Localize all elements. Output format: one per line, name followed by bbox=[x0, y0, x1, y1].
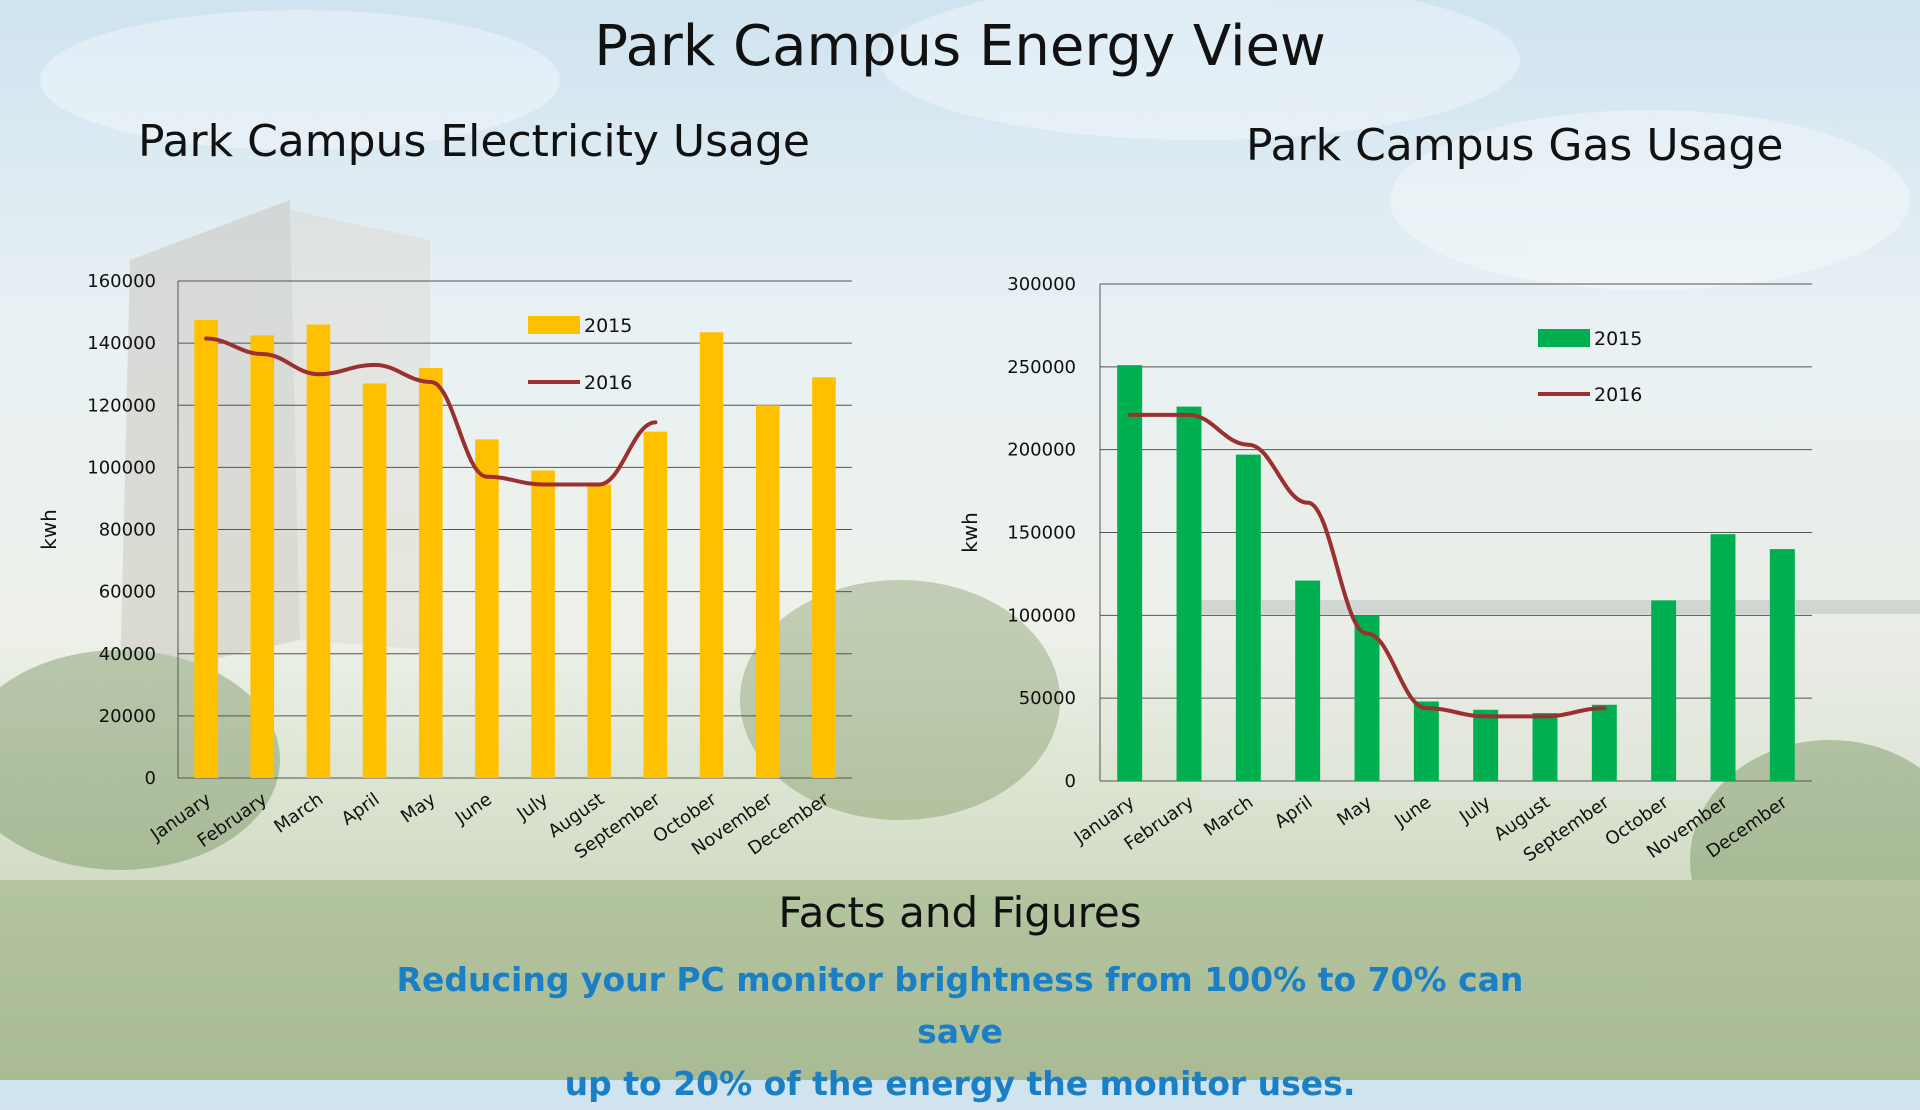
facts-line-1: Reducing your PC monitor brightness from… bbox=[396, 960, 1524, 1051]
bar-2015 bbox=[643, 431, 668, 778]
x-tick-label: March bbox=[1200, 792, 1257, 841]
y-tick-label: 120000 bbox=[87, 395, 156, 416]
y-axis-label: kwh bbox=[958, 512, 982, 553]
y-tick-label: 20000 bbox=[99, 706, 156, 727]
bar-2015 bbox=[250, 335, 275, 778]
bar-2015 bbox=[1532, 713, 1558, 781]
bar-2015 bbox=[1710, 534, 1736, 781]
bar-2015 bbox=[1473, 709, 1499, 781]
bar-2015 bbox=[1235, 454, 1261, 781]
y-tick-label: 200000 bbox=[1007, 440, 1076, 461]
y-tick-label: 40000 bbox=[99, 644, 156, 665]
bar-2015 bbox=[475, 439, 499, 778]
legend-label-2016: 2016 bbox=[1594, 384, 1642, 406]
y-tick-label: 100000 bbox=[87, 457, 156, 478]
legend-label-2015: 2015 bbox=[584, 315, 632, 337]
y-tick-label: 150000 bbox=[1007, 523, 1076, 544]
y-tick-label: 300000 bbox=[1007, 274, 1076, 295]
y-tick-label: 140000 bbox=[87, 333, 156, 354]
bar-2015 bbox=[306, 324, 331, 778]
y-tick-label: 80000 bbox=[99, 520, 156, 541]
y-tick-label: 160000 bbox=[87, 271, 156, 292]
x-tick-label: July bbox=[1455, 792, 1495, 829]
gas-chart-title: Park Campus Gas Usage bbox=[1246, 120, 1784, 171]
electricity-chart: 0 20000 40000 60000 80000 100000 120000 140000 1… bbox=[37, 271, 852, 863]
x-tick-label: May bbox=[1333, 792, 1376, 831]
legend-swatch-2015 bbox=[1538, 329, 1590, 347]
facts-text: Reducing your PC monitor brightness from… bbox=[360, 954, 1560, 1110]
legend-label-2016: 2016 bbox=[584, 372, 632, 394]
bar-2015 bbox=[1176, 406, 1202, 781]
bar-2015 bbox=[1651, 600, 1677, 781]
line-2016 bbox=[1127, 412, 1607, 719]
legend-swatch-2015 bbox=[528, 316, 580, 334]
y-tick-label: 250000 bbox=[1007, 357, 1076, 378]
page-title: Park Campus Energy View bbox=[594, 14, 1326, 79]
bar-2015 bbox=[1354, 615, 1380, 781]
bar-2015 bbox=[531, 470, 555, 778]
bar-2015 bbox=[418, 367, 443, 778]
line-2016 bbox=[204, 336, 658, 487]
y-tick-label: 0 bbox=[145, 768, 156, 789]
y-tick-label: 100000 bbox=[1007, 605, 1076, 626]
x-tick-label: June bbox=[1390, 792, 1435, 832]
gas-chart: 0 50000 100000 150000 200000 250000 300000 kwh J… bbox=[958, 274, 1812, 866]
bar-2015 bbox=[362, 383, 387, 778]
bar-2015 bbox=[194, 319, 218, 778]
bar-2015 bbox=[1117, 365, 1143, 781]
facts-line-2: up to 20% of the energy the monitor uses… bbox=[564, 1064, 1356, 1103]
bar-2015 bbox=[1591, 704, 1617, 781]
y-tick-label: 50000 bbox=[1019, 688, 1076, 709]
facts-heading: Facts and Figures bbox=[778, 888, 1142, 937]
y-tick-label: 60000 bbox=[99, 582, 156, 603]
x-tick-label: April bbox=[1271, 792, 1317, 833]
bar-2015 bbox=[1769, 549, 1795, 781]
electricity-chart-title: Park Campus Electricity Usage bbox=[138, 116, 810, 167]
bar-2015 bbox=[699, 332, 724, 778]
bar-2015 bbox=[1295, 580, 1321, 781]
y-axis-label: kwh bbox=[37, 509, 61, 550]
bar-2015 bbox=[587, 484, 612, 778]
bar-2015 bbox=[812, 377, 836, 778]
legend-label-2015: 2015 bbox=[1594, 328, 1642, 350]
bar-2015 bbox=[1413, 701, 1439, 781]
bar-2015 bbox=[755, 405, 780, 778]
y-tick-label: 0 bbox=[1065, 771, 1076, 792]
